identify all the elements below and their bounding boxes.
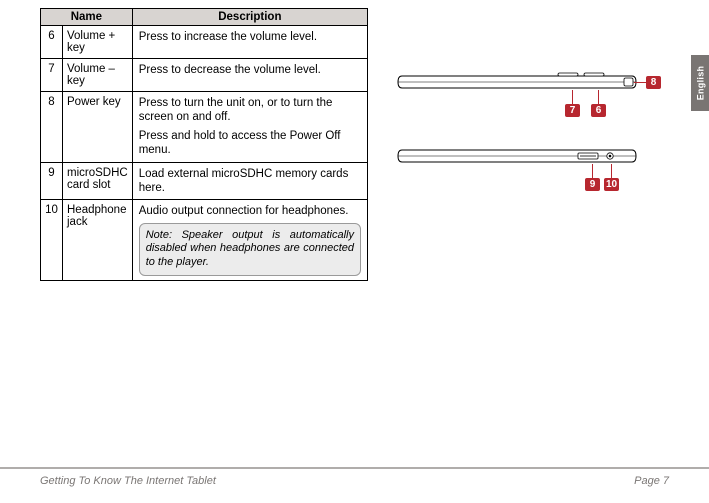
table-row: 8 Power key Press to turn the unit on, o… [41,92,368,163]
callout: 8 [634,76,661,89]
callout-badge: 10 [604,178,619,191]
row-number: 7 [41,59,63,92]
row-name: microSDHC card slot [63,162,133,200]
footer-section-title: Getting To Know The Internet Tablet [40,475,216,487]
row-number: 10 [41,200,63,281]
table-row: 6 Volume + key Press to increase the vol… [41,26,368,59]
callout-badge: 6 [591,104,606,117]
row-name: Volume + key [63,26,133,59]
row-number: 6 [41,26,63,59]
col-header-description: Description [132,9,367,26]
table-row: 9 microSDHC card slot Load external micr… [41,162,368,200]
row-number: 9 [41,162,63,200]
footer-page-number: Page 7 [634,475,669,487]
parts-table: Name Description 6 Volume + key Press to… [40,8,368,281]
callout: 7 [565,90,580,117]
col-header-name: Name [41,9,133,26]
tablet-bottom-edge-icon [396,144,638,168]
row-desc: Audio output connection for head­phones.… [132,200,367,281]
callout-badge: 8 [646,76,661,89]
row-name: Headphone jack [63,200,133,281]
device-diagrams: 7 6 8 [396,8,656,281]
device-top-edge: 7 6 8 [396,70,656,94]
callout: 9 [585,164,600,191]
note-box: Note: Speaker output is automatically di… [139,223,361,276]
row-number: 8 [41,92,63,163]
callout-badge: 9 [585,178,600,191]
row-desc: Press to increase the volume level. [132,26,367,59]
callout: 10 [604,164,619,191]
table-row: 7 Volume – key Press to decrease the vol… [41,59,368,92]
row-desc: Press to turn the unit on, or to turn th… [132,92,367,163]
language-tab-label: English [695,66,705,101]
row-name: Power key [63,92,133,163]
callout: 6 [591,90,606,117]
row-name: Volume – key [63,59,133,92]
row-desc: Press to decrease the volume level. [132,59,367,92]
language-tab: English [691,55,709,111]
table-row: 10 Headphone jack Audio output connectio… [41,200,368,281]
row-desc: Load external microSDHC memory cards her… [132,162,367,200]
device-bottom-edge: 9 10 [396,144,656,168]
page-footer: Getting To Know The Internet Tablet Page… [0,467,709,487]
callout-badge: 7 [565,104,580,117]
